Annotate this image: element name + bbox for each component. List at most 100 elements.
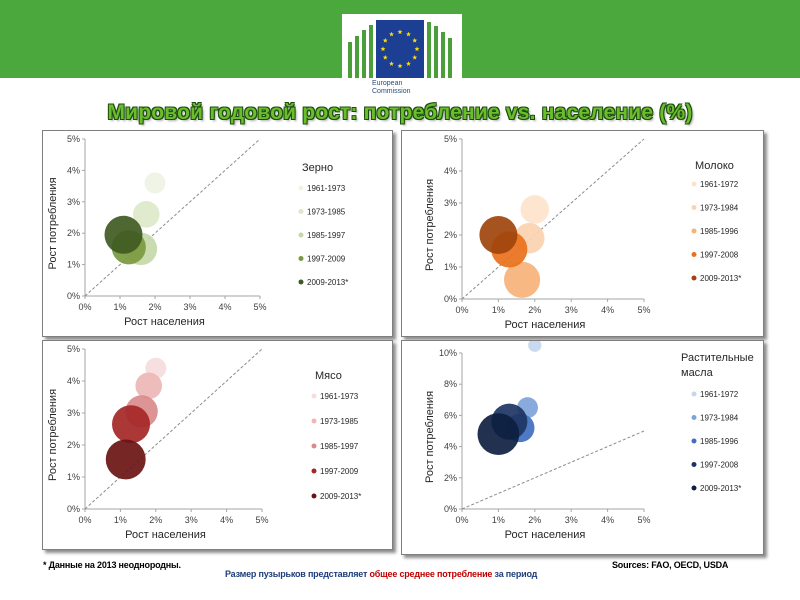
legend-label: 1997-2009 [307, 255, 346, 264]
bubble-point [479, 216, 518, 254]
eu-star-icon [389, 61, 394, 66]
y-axis-label: Рост потребления [47, 389, 59, 481]
bubble-point [135, 372, 163, 400]
eu-star-icon [406, 31, 411, 37]
y-tick-label: 1% [444, 262, 457, 272]
x-axis-label: Рост населения [505, 529, 586, 541]
x-tick-label: 0% [455, 515, 468, 525]
y-tick-label: 2% [444, 473, 457, 483]
y-tick-label: 5% [67, 344, 80, 354]
legend-marker [691, 252, 697, 257]
x-axis-label: Рост населения [125, 529, 206, 541]
legend-marker [311, 468, 317, 474]
x-tick-label: 5% [637, 305, 650, 315]
footnote-data-note: * Данные на 2013 неоднородны. [43, 560, 181, 570]
y-tick-label: 10% [439, 348, 457, 358]
bubble-point [104, 215, 143, 254]
legend-title: Растительные [681, 352, 754, 364]
x-axis-label: Рост населения [505, 319, 586, 331]
eu-star-icon [414, 46, 420, 52]
bubble-point [504, 261, 541, 298]
equal-growth-line [461, 138, 645, 300]
legend-label: 1997-2008 [700, 251, 739, 260]
legend-marker [691, 228, 697, 234]
x-tick-label: 2% [148, 302, 161, 312]
y-axis-label: Рост потребления [424, 179, 436, 271]
y-tick-label: 4% [67, 165, 80, 175]
legend-marker [298, 279, 304, 285]
eu-star-icon [382, 37, 388, 43]
x-tick-label: 4% [601, 305, 614, 315]
flag-logo-icon [348, 20, 452, 78]
x-tick-label: 4% [218, 302, 231, 312]
legend-label: 2009-2013* [320, 492, 361, 501]
bubble-chart-svg: 0% 1% 2% 3% 4% 5% 0% 1% 2% 3% 4% 5% Рост населения Ро… [47, 344, 361, 541]
legend-marker [691, 415, 697, 420]
bubble-point [144, 172, 166, 194]
bubble-point [132, 201, 160, 228]
y-tick-label: 0% [444, 504, 457, 514]
y-tick-label: 4% [444, 166, 457, 176]
eu-star-icon [397, 29, 403, 35]
legend-marker [691, 391, 697, 397]
legend-label: 1985-1997 [320, 442, 359, 451]
y-tick-label: 2% [444, 230, 457, 240]
x-tick-label: 3% [565, 305, 578, 315]
legend-label: 1961-1972 [700, 180, 739, 189]
bubble-point [477, 413, 520, 456]
y-tick-label: 1% [67, 260, 80, 270]
chart-meat: 0% 1% 2% 3% 4% 5% 0% 1% 2% 3% 4% 5% Рост населения Ро… [42, 340, 393, 550]
y-tick-label: 4% [67, 376, 80, 386]
y-tick-label: 5% [444, 134, 457, 144]
legend-marker [311, 443, 317, 449]
equal-growth-line [84, 138, 261, 297]
x-tick-label: 1% [492, 515, 505, 525]
x-tick-label: 3% [183, 302, 196, 312]
y-tick-label: 4% [444, 442, 457, 452]
logo-line-2: Commission [372, 88, 411, 95]
eu-star-icon [406, 61, 411, 66]
x-tick-label: 0% [455, 305, 468, 315]
eu-star-icon [397, 63, 403, 69]
legend-label: 1961-1973 [320, 392, 359, 401]
page-title: Мировой годовой рост: потребление vs. на… [107, 101, 693, 124]
legend-label: 2009-2013* [700, 274, 741, 283]
logo-line-1: European [372, 80, 403, 87]
footnote-part-2: за период [492, 569, 538, 579]
legend-title: Мясо [315, 370, 342, 382]
y-tick-label: 6% [444, 410, 457, 420]
x-tick-label: 5% [255, 515, 268, 525]
x-tick-label: 2% [528, 515, 541, 525]
legend-label: 1973-1985 [307, 208, 346, 217]
y-tick-label: 3% [444, 198, 457, 208]
legend-marker [298, 209, 304, 214]
eu-star-icon [380, 46, 386, 52]
legend-marker [311, 493, 317, 499]
x-axis-label: Рост населения [124, 316, 205, 328]
y-tick-label: 0% [444, 294, 457, 304]
chart-grain: 0% 1% 2% 3% 4% 5% 0% 1% 2% 3% 4% 5% Рост населения Ро… [42, 130, 393, 337]
legend-label: 1997-2009 [320, 467, 359, 476]
x-tick-label: 1% [113, 302, 126, 312]
x-tick-label: 1% [114, 515, 127, 525]
eu-star-icon [382, 54, 388, 60]
x-tick-label: 2% [528, 305, 541, 315]
y-tick-label: 1% [67, 472, 80, 482]
legend-label: 1961-1973 [307, 184, 346, 193]
x-tick-label: 3% [185, 515, 198, 525]
legend-title: Молоко [695, 160, 734, 172]
y-tick-label: 3% [67, 408, 80, 418]
legend-marker [691, 205, 697, 210]
legend-label: 2009-2013* [307, 278, 348, 287]
legend-title: масла [681, 367, 714, 379]
y-axis-label: Рост потребления [424, 391, 436, 483]
x-tick-label: 0% [78, 515, 91, 525]
footnote-bubble-size: Размер пузырьков представляет общее сред… [225, 569, 537, 579]
legend-marker [311, 418, 317, 424]
logo-text: European Commission [372, 80, 411, 96]
legend-marker [298, 185, 304, 191]
legend-label: 1985-1996 [700, 227, 739, 236]
bubble-point [105, 439, 146, 480]
legend-label: 1985-1996 [700, 437, 739, 446]
bubble-chart-svg: 0% 1% 2% 3% 4% 5% 0% 1% 2% 3% 4% 5% Рост населения Ро… [424, 134, 741, 331]
